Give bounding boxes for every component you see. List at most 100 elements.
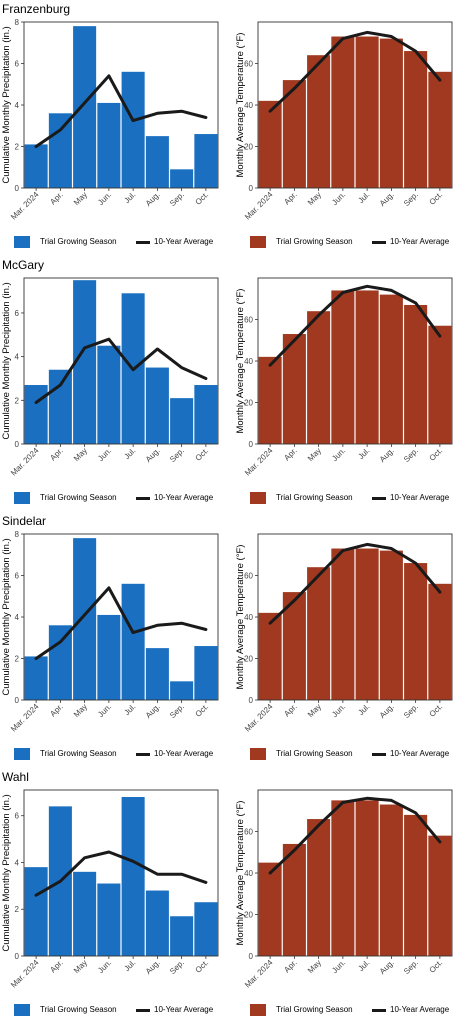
bar xyxy=(355,36,379,189)
bar xyxy=(24,385,48,444)
temp-chart-svg: Monthly Average Temperature (°F)0 20 40 60 M… xyxy=(235,277,453,478)
legend: Trial Growing Season 10-Year Average xyxy=(14,234,220,250)
x-tick-label: Mar. 2024 xyxy=(9,190,41,222)
bar xyxy=(121,583,145,700)
legend-line-label: 10-Year Average xyxy=(154,493,214,502)
bar xyxy=(145,890,169,956)
legend-bar-label: Trial Growing Season xyxy=(40,237,117,246)
legend-bar-label: Trial Growing Season xyxy=(276,749,353,758)
x-tick-label: Apr. xyxy=(48,702,64,718)
precip-chart: Cumulative Monthly Precipitation (in.) 0 2… xyxy=(0,0,228,232)
x-tick-label: May xyxy=(72,190,89,207)
bar xyxy=(194,134,218,188)
y-axis-label: Cumulative Monthly Precipitation (in.) xyxy=(1,282,12,439)
x-tick-label: Sep. xyxy=(168,446,186,464)
x-tick-label: Jul. xyxy=(356,190,371,205)
y-tick-label: 4 xyxy=(15,353,20,362)
y-tick-label: 40 xyxy=(244,613,253,622)
y-tick-label: 0 xyxy=(249,184,254,193)
bar xyxy=(97,614,121,700)
bar xyxy=(282,843,306,956)
x-tick-label: Jul. xyxy=(122,702,137,717)
temp-chart-svg: Monthly Average Temperature (°F)0 20 40 60 M… xyxy=(235,21,453,222)
y-axis-label: Cumulative Monthly Precipitation (in.) xyxy=(1,538,12,695)
x-tick-label: Mar. 2024 xyxy=(243,702,275,734)
bar xyxy=(331,290,355,444)
bar xyxy=(428,71,452,188)
plot-frame xyxy=(257,533,453,701)
y-tick-label: 0 xyxy=(249,696,254,705)
x-tick-label: Apr. xyxy=(48,190,64,206)
bar xyxy=(48,625,72,700)
temp-chart-svg: Monthly Average Temperature (°F)0 20 40 60 M… xyxy=(235,789,453,990)
legend-line-label: 10-Year Average xyxy=(154,1005,214,1014)
x-tick-label: May xyxy=(72,958,89,975)
bar xyxy=(145,136,169,188)
legend-bar-label: Trial Growing Season xyxy=(276,1005,353,1014)
bar xyxy=(258,100,282,188)
x-tick-label: Sep. xyxy=(402,702,420,720)
y-tick-label: 40 xyxy=(244,101,253,110)
x-tick-label: Aug. xyxy=(144,190,162,208)
x-tick-label: Sep. xyxy=(402,958,420,976)
site-title: Sindelar xyxy=(2,514,47,528)
x-tick-label: Jun. xyxy=(96,446,113,463)
x-tick-label: Mar. 2024 xyxy=(243,190,275,222)
bar xyxy=(258,612,282,700)
legend-line-swatch xyxy=(372,241,386,244)
bar xyxy=(379,38,403,188)
x-tick-label: Oct. xyxy=(428,446,445,463)
plot-frame xyxy=(23,533,219,701)
x-tick-label: Mar. 2024 xyxy=(243,446,275,478)
bar xyxy=(404,304,428,444)
temp-chart: Monthly Average Temperature (°F) 0 20 40 60 M… xyxy=(226,768,454,1000)
legend: Trial Growing Season 10-Year Average xyxy=(250,490,456,506)
precip-chart: Cumulative Monthly Precipitation (in.) 0 2… xyxy=(0,768,228,1000)
legend-bar-swatch xyxy=(250,1004,266,1016)
x-tick-label: Jul. xyxy=(356,446,371,461)
legend-bar-label: Trial Growing Season xyxy=(40,1005,117,1014)
plot-frame xyxy=(257,21,453,189)
legend: Trial Growing Season 10-Year Average xyxy=(14,1002,220,1018)
x-tick-label: Apr. xyxy=(282,190,298,206)
x-tick-label: May xyxy=(306,702,323,719)
bar xyxy=(307,819,331,956)
y-tick-label: 60 xyxy=(244,316,253,325)
precip-chart-svg: Cumulative Monthly Precipitation (in.)0 2… xyxy=(1,530,219,734)
y-axis-label: Monthly Average Temperature (°F) xyxy=(235,545,246,690)
x-tick-label: Aug. xyxy=(378,702,396,720)
ten-year-average-line xyxy=(268,284,442,367)
precip-chart-svg: Cumulative Monthly Precipitation (in.)0 2… xyxy=(1,277,219,478)
x-tick-label: Oct. xyxy=(428,190,445,207)
x-tick-label: Mar. 2024 xyxy=(9,446,41,478)
y-tick-label: 40 xyxy=(244,357,253,366)
x-tick-label: May xyxy=(72,702,89,719)
bar xyxy=(331,548,355,700)
bar xyxy=(170,169,194,188)
bar xyxy=(48,113,72,188)
y-tick-label: 4 xyxy=(15,613,20,622)
x-tick-label: Oct. xyxy=(194,702,211,719)
y-tick-label: 2 xyxy=(15,655,20,664)
y-tick-label: 4 xyxy=(15,858,20,867)
bar xyxy=(194,385,218,444)
precip-chart: Cumulative Monthly Precipitation (in.) 0 2… xyxy=(0,256,228,488)
bar xyxy=(404,51,428,188)
legend-bar-swatch xyxy=(250,748,266,760)
bar xyxy=(282,592,306,700)
x-tick-label: Jun. xyxy=(96,190,113,207)
bar xyxy=(331,800,355,956)
bar xyxy=(307,567,331,700)
x-tick-label: Jul. xyxy=(356,958,371,973)
bar xyxy=(282,334,306,444)
x-tick-label: Jun. xyxy=(96,958,113,975)
x-tick-label: Jul. xyxy=(356,702,371,717)
temp-chart: Monthly Average Temperature (°F) 0 20 40 60 M… xyxy=(226,0,454,232)
y-tick-label: 20 xyxy=(244,911,253,920)
y-tick-label: 2 xyxy=(15,905,20,914)
y-tick-label: 2 xyxy=(15,143,20,152)
x-tick-label: Apr. xyxy=(282,702,298,718)
x-tick-label: May xyxy=(306,190,323,207)
y-tick-label: 0 xyxy=(15,952,20,961)
legend-bar-swatch xyxy=(14,236,30,248)
